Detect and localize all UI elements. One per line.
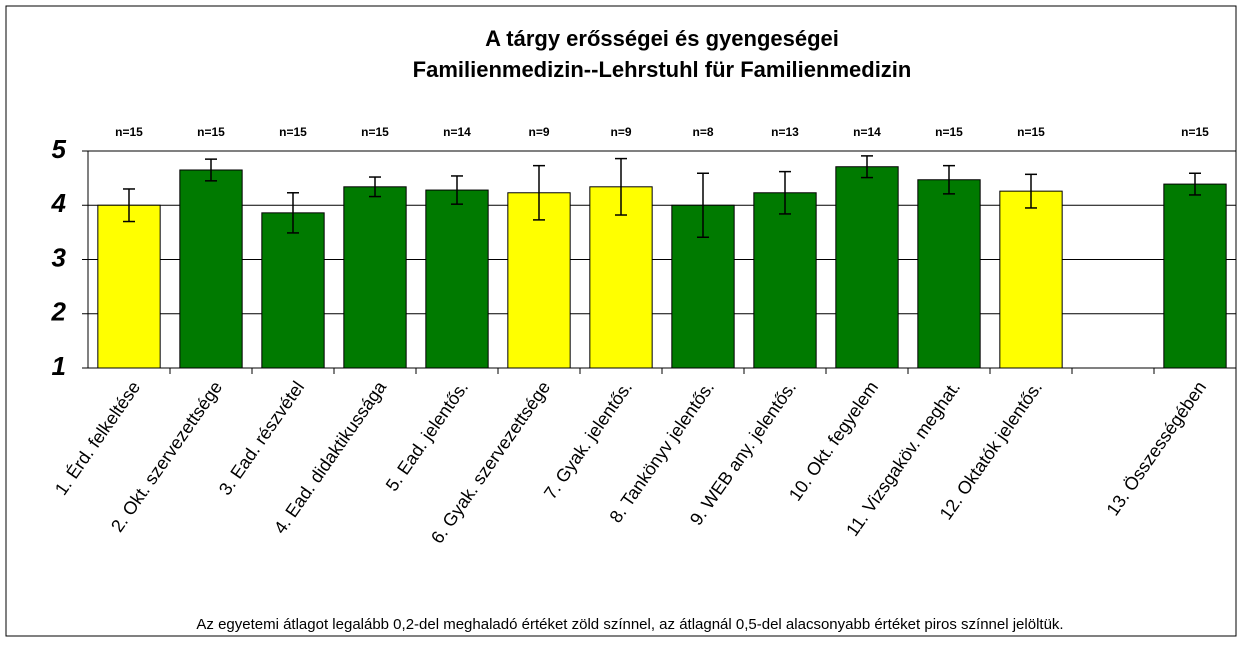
y-tick-label: 4 xyxy=(51,188,67,218)
bar xyxy=(507,192,571,369)
n-label: n=15 xyxy=(279,125,307,139)
y-tick-label: 3 xyxy=(52,242,67,272)
y-tick-label: 1 xyxy=(52,351,66,381)
chart-title: A tárgy erősségei és gyengeségei xyxy=(485,26,839,51)
n-label: n=15 xyxy=(1017,125,1045,139)
n-label: n=14 xyxy=(853,125,881,139)
bar xyxy=(753,192,817,369)
bar xyxy=(179,169,243,369)
n-label: n=15 xyxy=(935,125,963,139)
bar xyxy=(97,204,161,369)
n-label: n=8 xyxy=(692,125,713,139)
chart-subtitle: Familienmedizin--Lehrstuhl für Familienm… xyxy=(413,57,912,82)
bar xyxy=(425,189,489,369)
bar xyxy=(999,190,1063,369)
bar xyxy=(589,186,653,369)
bar xyxy=(1163,183,1227,369)
n-label: n=14 xyxy=(443,125,471,139)
n-label: n=9 xyxy=(528,125,549,139)
n-label: n=15 xyxy=(1181,125,1209,139)
n-label: n=15 xyxy=(361,125,389,139)
bar xyxy=(835,166,899,369)
y-tick-label: 5 xyxy=(52,134,67,164)
bar xyxy=(261,212,325,369)
bar xyxy=(917,179,981,369)
n-label: n=9 xyxy=(610,125,631,139)
y-tick-label: 2 xyxy=(51,297,67,327)
n-label: n=15 xyxy=(115,125,143,139)
n-label: n=13 xyxy=(771,125,799,139)
n-label: n=15 xyxy=(197,125,225,139)
bar xyxy=(343,186,407,369)
footnote: Az egyetemi átlagot legalább 0,2-del meg… xyxy=(196,616,1063,633)
